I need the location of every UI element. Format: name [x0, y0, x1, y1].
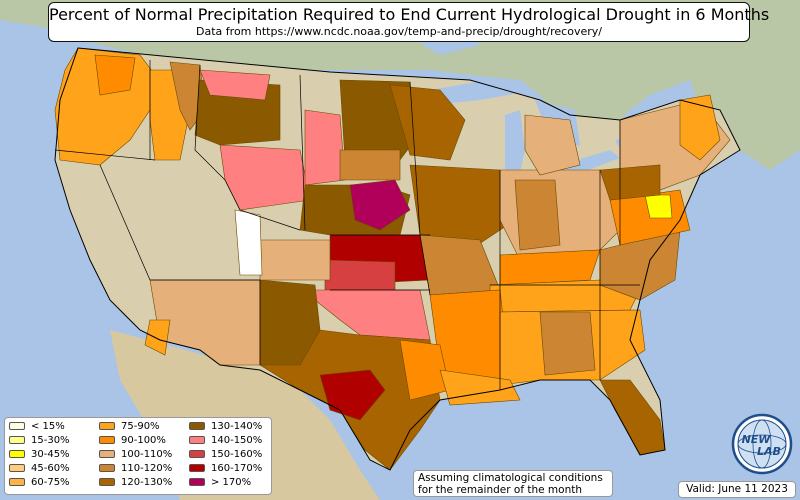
- legend-swatch: [9, 436, 25, 444]
- legend-item: 45-60%: [9, 463, 70, 475]
- region-wa-inner: [94, 54, 136, 96]
- legend-item: > 170%: [189, 477, 251, 489]
- region-kentucky: [499, 249, 601, 286]
- legend-label: > 170%: [211, 477, 252, 488]
- legend-label: < 15%: [31, 421, 65, 432]
- logo-text-top: NEW: [742, 433, 772, 446]
- legend-item: 15-30%: [9, 435, 70, 447]
- legend-item: 130-140%: [189, 421, 262, 433]
- legend-item: 75-90%: [99, 421, 160, 433]
- legend-swatch: [189, 464, 205, 472]
- legend-item: < 15%: [9, 421, 65, 433]
- region-ne-core: [349, 179, 411, 231]
- logo-text-bottom: LAB: [757, 445, 781, 458]
- note-line-2: for the remainder of the month: [418, 484, 583, 496]
- legend-swatch: [9, 450, 25, 458]
- legend-item: 140-150%: [189, 435, 262, 447]
- lake-superior: [430, 78, 525, 104]
- legend-swatch: [99, 464, 115, 472]
- legend-item: 110-120%: [99, 463, 172, 475]
- legend-label: 15-30%: [31, 435, 70, 446]
- legend-swatch: [99, 450, 115, 458]
- legend-swatch: [99, 422, 115, 430]
- region-alabama: [539, 311, 596, 376]
- assumption-note: Assuming climatological conditions for t…: [413, 470, 613, 497]
- state-lines: [54, 60, 640, 390]
- legend-swatch: [9, 422, 25, 430]
- legend-label: 60-75%: [31, 477, 70, 488]
- legend-item: 90-100%: [99, 435, 166, 447]
- legend-item: 120-130%: [99, 477, 172, 489]
- title-box: Percent of Normal Precipitation Required…: [48, 2, 770, 42]
- legend-swatch: [189, 450, 205, 458]
- legend-item: 150-160%: [189, 449, 262, 461]
- region-iowa-ill: [409, 164, 516, 251]
- region-utah-e: [234, 209, 263, 276]
- map-subtitle: Data from https://www.ncdc.noaa.gov/temp…: [196, 25, 602, 38]
- legend-swatch: [99, 436, 115, 444]
- region-new-england: [679, 94, 721, 161]
- legend-label: 100-110%: [121, 449, 173, 460]
- legend-label: 90-100%: [121, 435, 166, 446]
- region-colorado-e: [259, 239, 331, 281]
- region-arizona: [144, 319, 171, 356]
- region-pa-ny: [599, 164, 661, 201]
- legend-label: 160-170%: [211, 463, 263, 474]
- legend-label: 110-120%: [121, 463, 173, 474]
- legend-label: 120-130%: [121, 477, 173, 488]
- region-michigan: [524, 114, 581, 176]
- region-wyoming: [219, 144, 311, 211]
- legend-swatch: [99, 478, 115, 486]
- region-nd-sd: [304, 109, 346, 186]
- legend-swatch: [9, 478, 25, 486]
- lake-erie: [560, 150, 620, 175]
- region-indiana: [514, 179, 561, 251]
- legend-swatch: [189, 436, 205, 444]
- legend-swatch: [9, 464, 25, 472]
- legend-item: 60-75%: [9, 477, 70, 489]
- legend-label: 140-150%: [211, 435, 263, 446]
- legend-item: 30-45%: [9, 449, 70, 461]
- note-line-1: Assuming climatological conditions: [418, 472, 603, 484]
- legend-item: 160-170%: [189, 463, 262, 475]
- region-montana-pink: [199, 69, 271, 101]
- legend-label: 130-140%: [211, 421, 263, 432]
- legend-label: 75-90%: [121, 421, 160, 432]
- us-outline: [54, 47, 741, 471]
- legend-swatch: [189, 422, 205, 430]
- legend-item: 100-110%: [99, 449, 172, 461]
- region-sd-light: [339, 149, 401, 181]
- region-wisc: [389, 84, 466, 161]
- map-title: Percent of Normal Precipitation Required…: [49, 5, 770, 24]
- legend: < 15% 15-30% 30-45% 45-60% 60-75% 75-90%…: [4, 417, 272, 495]
- region-mid-atlantic: [644, 194, 673, 219]
- newlab-logo-icon: NEW LAB: [731, 413, 793, 475]
- legend-label: 150-160%: [211, 449, 263, 460]
- legend-swatch: [189, 478, 205, 486]
- region-kansas-w: [324, 259, 396, 291]
- legend-label: 30-45%: [31, 449, 70, 460]
- valid-date: Valid: June 11 2023: [678, 481, 796, 498]
- legend-label: 45-60%: [31, 463, 70, 474]
